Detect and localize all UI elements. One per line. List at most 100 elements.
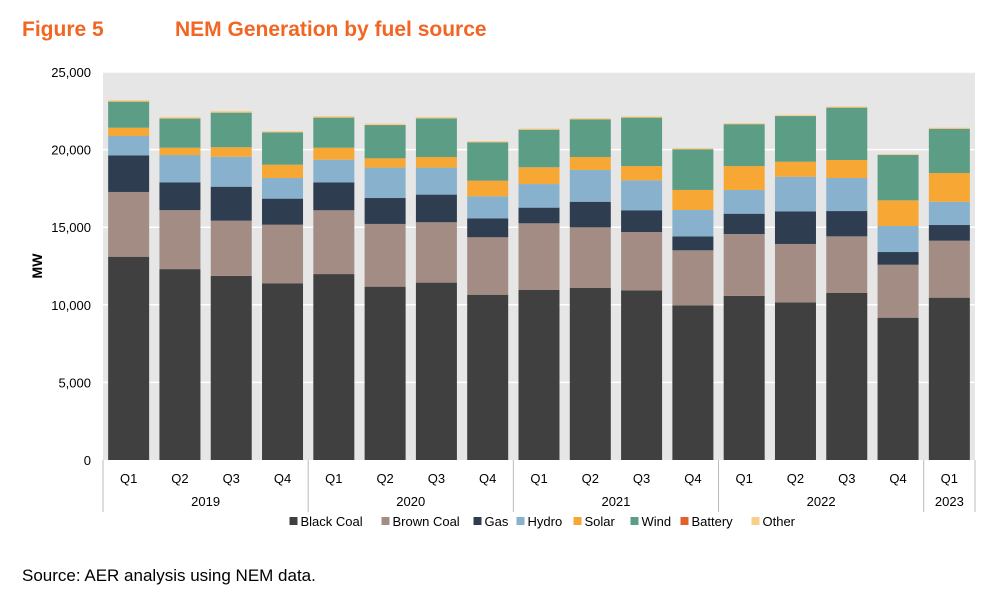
bar-segment-black-coal	[723, 295, 765, 460]
bar-segment-black-coal	[262, 283, 304, 460]
bar-segment-other	[826, 106, 868, 108]
bar-segment-hydro	[774, 176, 816, 212]
bar-segment-wind	[928, 128, 970, 174]
bar-segment-other	[672, 147, 714, 150]
x-tick-label: Q3	[428, 471, 445, 486]
legend-label: Hydro	[528, 514, 563, 529]
legend-swatch	[573, 517, 582, 525]
bar-segment-other	[569, 118, 611, 120]
bar-segment-solar	[108, 127, 150, 136]
bar-segment-gas	[364, 198, 406, 224]
x-tick-label: Q3	[223, 471, 240, 486]
x-tick-label: Q4	[684, 471, 701, 486]
x-tick-label: Q4	[889, 471, 906, 486]
bar-segment-brown-coal	[723, 234, 765, 296]
bar-segment-wind	[518, 129, 560, 168]
bar-segment-hydro	[621, 180, 663, 211]
bar-segment-solar	[518, 167, 560, 185]
bar-segment-hydro	[415, 167, 457, 195]
bar-segment-hydro	[826, 178, 868, 212]
bar-segment-gas	[672, 236, 714, 251]
x-tick-label: Q1	[941, 471, 958, 486]
bar-segment-black-coal	[877, 317, 919, 460]
y-tick-label: 15,000	[51, 220, 91, 235]
bar-segment-solar	[672, 189, 714, 210]
bar-segment-wind	[313, 117, 355, 148]
bar-segment-solar	[210, 147, 252, 157]
bar-segment-gas	[877, 252, 919, 265]
bar-segment-solar	[569, 157, 611, 170]
bar-segment-wind	[415, 118, 457, 158]
legend-label: Solar	[585, 514, 616, 529]
bar-segment-hydro	[159, 155, 201, 183]
bar-segment-other	[415, 116, 457, 119]
bar-segment-black-coal	[210, 275, 252, 460]
bar-segment-brown-coal	[159, 210, 201, 270]
bar-segment-black-coal	[313, 274, 355, 460]
bar-segment-brown-coal	[928, 240, 970, 298]
bar-segment-black-coal	[518, 289, 560, 460]
bar-segment-other	[877, 153, 919, 155]
bar-segment-black-coal	[774, 302, 816, 460]
bar-segment-other	[774, 114, 816, 116]
bar-segment-gas	[415, 194, 457, 223]
bar-segment-other	[262, 131, 304, 133]
x-tick-label: Q4	[274, 471, 291, 486]
bar-segment-hydro	[313, 159, 355, 183]
bar-segment-wind	[877, 155, 919, 201]
bar-segment-other	[518, 128, 560, 130]
bar-segment-other	[210, 111, 252, 113]
x-group-label: 2019	[191, 494, 220, 509]
y-tick-label: 0	[84, 453, 91, 468]
x-tick-label: Q4	[479, 471, 496, 486]
bar-segment-wind	[159, 118, 201, 148]
bar-segment-other	[313, 115, 355, 118]
y-tick-label: 20,000	[51, 143, 91, 158]
bar-segment-gas	[210, 186, 252, 221]
bar-segment-hydro	[210, 156, 252, 187]
legend-label: Other	[763, 514, 796, 529]
x-tick-label: Q2	[376, 471, 393, 486]
bar-segment-brown-coal	[467, 237, 509, 295]
bar-segment-black-coal	[364, 286, 406, 460]
bar-segment-black-coal	[928, 297, 970, 460]
bar-segment-wind	[774, 116, 816, 162]
bar-segment-gas	[467, 218, 509, 238]
bar-segment-gas	[723, 213, 765, 235]
bar-segment-brown-coal	[415, 222, 457, 283]
bar-segment-other	[108, 100, 150, 102]
legend-swatch	[381, 517, 390, 525]
bar-segment-wind	[723, 124, 765, 167]
bar-segment-wind	[210, 112, 252, 148]
bar-segment-gas	[826, 211, 868, 237]
x-tick-label: Q1	[120, 471, 137, 486]
bar-segment-gas	[621, 210, 663, 233]
bar-segment-other	[723, 123, 765, 125]
bar-segment-other	[467, 140, 509, 143]
bar-segment-brown-coal	[108, 191, 150, 257]
chart-title: NEM Generation by fuel source	[175, 18, 487, 41]
bar-segment-solar	[877, 200, 919, 226]
legend-swatch	[289, 517, 298, 525]
legend-label: Gas	[485, 514, 509, 529]
legend-swatch	[473, 517, 482, 525]
bar-segment-gas	[928, 225, 970, 241]
bar-segment-hydro	[262, 178, 304, 199]
x-tick-label: Q1	[325, 471, 342, 486]
y-tick-label: 10,000	[51, 298, 91, 313]
bar-segment-gas	[774, 211, 816, 244]
bar-segment-other	[159, 116, 201, 119]
bar-segment-brown-coal	[313, 210, 355, 275]
bar-segment-brown-coal	[569, 227, 611, 288]
bar-segment-wind	[364, 125, 406, 159]
legend-label: Black Coal	[301, 514, 363, 529]
bar-segment-hydro	[364, 167, 406, 199]
bar-segment-hydro	[108, 135, 150, 156]
bar-segment-other	[928, 127, 970, 129]
x-tick-label: Q2	[787, 471, 804, 486]
bar-segment-solar	[621, 166, 663, 181]
bar-segment-brown-coal	[877, 264, 919, 318]
bar-segment-black-coal	[621, 290, 663, 460]
x-tick-label: Q1	[736, 471, 753, 486]
bar-segment-brown-coal	[518, 223, 560, 290]
